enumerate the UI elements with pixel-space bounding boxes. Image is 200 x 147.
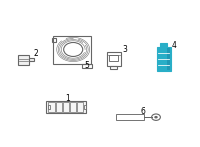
Bar — [48, 105, 50, 109]
Circle shape — [154, 116, 158, 118]
Text: 4: 4 — [172, 41, 177, 50]
Bar — [29, 58, 34, 61]
Text: 5: 5 — [85, 61, 90, 70]
Text: 6: 6 — [140, 107, 145, 116]
Bar — [52, 38, 56, 42]
Bar — [107, 52, 121, 66]
Text: 1: 1 — [65, 94, 70, 103]
Text: 2: 2 — [33, 49, 38, 58]
Bar — [116, 114, 144, 120]
Bar — [84, 105, 86, 109]
Text: 3: 3 — [122, 45, 127, 54]
Bar — [48, 102, 55, 112]
Bar — [70, 102, 76, 112]
Bar — [167, 48, 170, 70]
Bar — [46, 101, 86, 113]
Bar — [110, 66, 117, 69]
Bar — [109, 55, 118, 61]
Bar — [18, 55, 29, 65]
Bar — [77, 102, 83, 112]
Bar — [53, 36, 91, 64]
Bar — [56, 102, 62, 112]
Bar — [63, 102, 69, 112]
Bar — [160, 43, 167, 47]
Bar — [82, 64, 92, 68]
Bar — [157, 47, 171, 71]
